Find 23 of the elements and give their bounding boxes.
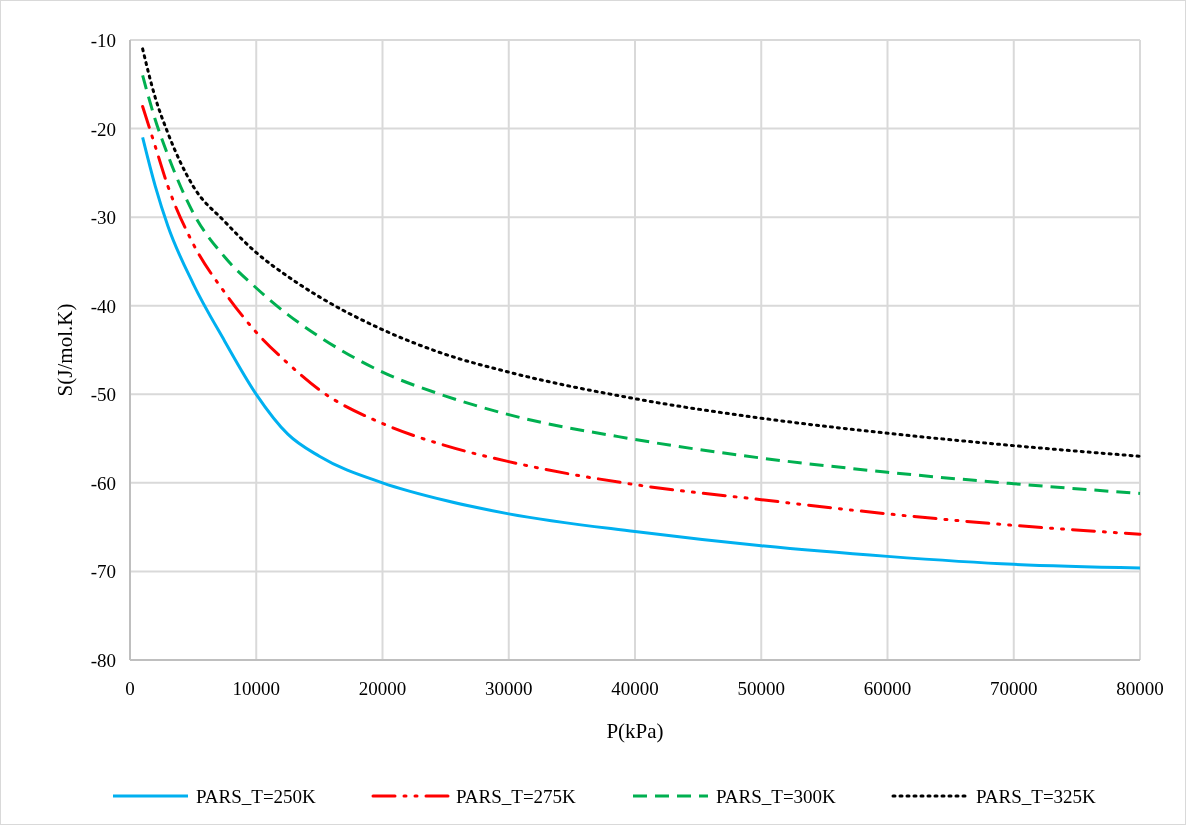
x-tick-label: 40000 xyxy=(611,678,659,699)
y-tick-label: -60 xyxy=(90,472,116,494)
x-tick-label: 10000 xyxy=(232,678,280,699)
x-tick-label: 20000 xyxy=(358,678,407,699)
x-tick-label: 30000 xyxy=(485,678,533,699)
x-tick-label: 60000 xyxy=(863,678,912,699)
y-tick-label: -40 xyxy=(90,295,116,317)
x-tick-label: 70000 xyxy=(990,678,1038,699)
legend-label: PARS_T=275K xyxy=(456,786,577,807)
x-tick-label: 0 xyxy=(125,678,135,699)
y-tick-label: -10 xyxy=(90,30,116,51)
legend-label: PARS_T=250K xyxy=(196,786,317,807)
x-tick-label: 80000 xyxy=(1116,678,1164,699)
legend-label: PARS_T=325K xyxy=(976,786,1097,807)
y-tick-label: -50 xyxy=(90,384,116,406)
y-tick-label: -20 xyxy=(90,118,116,140)
y-tick-label: -80 xyxy=(90,650,116,671)
x-axis-title: P(kPa) xyxy=(606,719,664,743)
x-tick-label: 50000 xyxy=(737,678,785,699)
legend-label: PARS_T=300K xyxy=(716,786,837,807)
y-tick-label: -70 xyxy=(90,561,116,583)
y-tick-label: -30 xyxy=(90,207,116,229)
y-axis-title: S(J/mol.K) xyxy=(53,303,77,397)
